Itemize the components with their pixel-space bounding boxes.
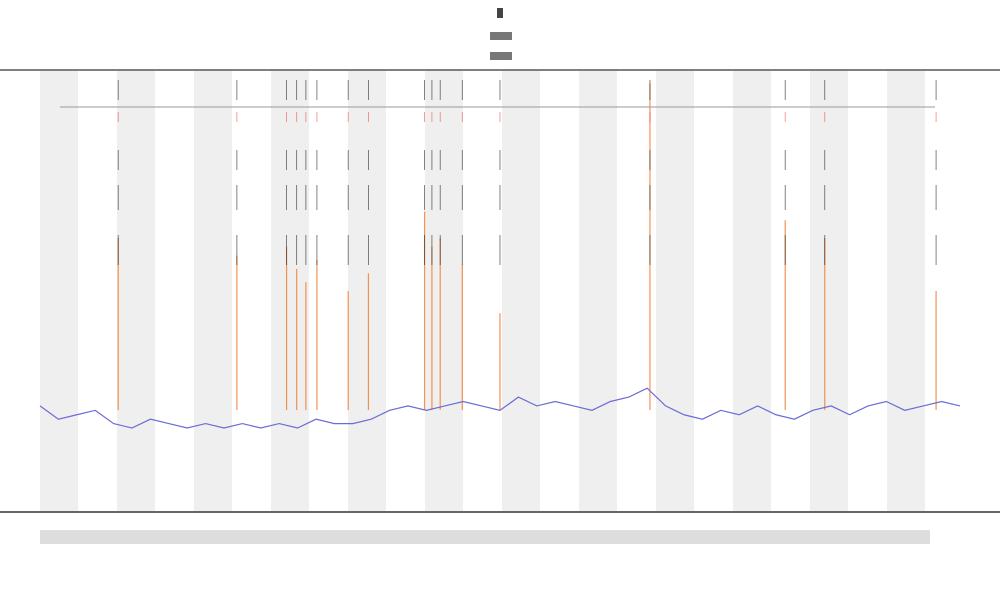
subtitle-block <box>490 52 512 60</box>
title-block <box>497 8 503 18</box>
band <box>348 71 386 511</box>
data-line <box>39 387 961 429</box>
band <box>194 71 232 511</box>
band <box>40 71 78 511</box>
band <box>733 71 771 511</box>
x-tick-labels-block <box>40 530 930 544</box>
band <box>117 71 155 511</box>
band <box>271 71 309 511</box>
background-bands <box>40 71 925 511</box>
band <box>810 71 848 511</box>
band <box>887 71 925 511</box>
band <box>579 71 617 511</box>
band <box>502 71 540 511</box>
band <box>425 71 463 511</box>
band <box>656 71 694 511</box>
subtitle-block <box>490 32 512 40</box>
